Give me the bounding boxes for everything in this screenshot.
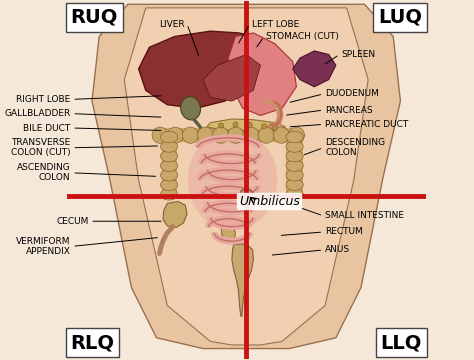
- Circle shape: [273, 126, 277, 131]
- Text: ANUS: ANUS: [325, 246, 350, 255]
- Text: LEFT LOBE: LEFT LOBE: [252, 19, 299, 28]
- Ellipse shape: [288, 127, 304, 143]
- Ellipse shape: [286, 189, 303, 200]
- Text: RUQ: RUQ: [71, 8, 118, 27]
- Ellipse shape: [161, 141, 178, 152]
- Ellipse shape: [161, 179, 178, 190]
- Ellipse shape: [161, 131, 178, 143]
- Polygon shape: [207, 119, 286, 132]
- Ellipse shape: [286, 150, 303, 162]
- Text: CECUM: CECUM: [56, 217, 89, 226]
- Polygon shape: [232, 244, 254, 316]
- Text: PANCREAS: PANCREAS: [325, 105, 373, 114]
- Text: RECTUM: RECTUM: [325, 228, 363, 237]
- Polygon shape: [286, 135, 303, 194]
- Text: SMALL INTESTINE: SMALL INTESTINE: [325, 211, 404, 220]
- Text: VERMIFORM
APPENDIX: VERMIFORM APPENDIX: [16, 237, 71, 256]
- Ellipse shape: [152, 127, 168, 143]
- Ellipse shape: [167, 127, 183, 143]
- Circle shape: [240, 189, 253, 202]
- Polygon shape: [203, 54, 261, 101]
- Ellipse shape: [286, 179, 303, 190]
- Ellipse shape: [286, 131, 303, 143]
- Ellipse shape: [161, 160, 178, 171]
- Text: RIGHT LOBE: RIGHT LOBE: [16, 95, 71, 104]
- Text: PANCREATIC DUCT: PANCREATIC DUCT: [325, 120, 408, 129]
- Ellipse shape: [198, 127, 214, 143]
- Polygon shape: [221, 225, 236, 241]
- Ellipse shape: [161, 170, 178, 181]
- Text: RLQ: RLQ: [71, 333, 115, 352]
- Polygon shape: [162, 135, 177, 194]
- Text: GALLBLADDER: GALLBLADDER: [4, 109, 71, 118]
- Text: SPLEEN: SPLEEN: [341, 50, 375, 59]
- Polygon shape: [228, 33, 296, 116]
- Ellipse shape: [161, 150, 178, 162]
- Polygon shape: [138, 31, 268, 108]
- Ellipse shape: [286, 170, 303, 181]
- Ellipse shape: [286, 141, 303, 152]
- Circle shape: [262, 124, 267, 129]
- Ellipse shape: [258, 127, 274, 143]
- Ellipse shape: [188, 130, 277, 230]
- Polygon shape: [124, 8, 368, 345]
- Ellipse shape: [273, 127, 289, 143]
- Circle shape: [233, 122, 238, 127]
- Text: LIVER: LIVER: [160, 19, 185, 28]
- Text: ASCENDING
COLON: ASCENDING COLON: [17, 163, 71, 182]
- Ellipse shape: [243, 127, 259, 143]
- Text: Umbilicus: Umbilicus: [239, 195, 300, 208]
- Polygon shape: [163, 202, 187, 227]
- Ellipse shape: [181, 97, 201, 120]
- Ellipse shape: [228, 127, 244, 143]
- Circle shape: [219, 123, 224, 128]
- Ellipse shape: [161, 189, 178, 200]
- Ellipse shape: [182, 127, 199, 143]
- Polygon shape: [92, 4, 401, 348]
- Text: LLQ: LLQ: [381, 333, 422, 352]
- Text: DUODENUM: DUODENUM: [325, 89, 379, 98]
- Text: STOMACH (CUT): STOMACH (CUT): [266, 32, 339, 41]
- Text: TRANSVERSE
COLON (CUT): TRANSVERSE COLON (CUT): [11, 138, 71, 157]
- Ellipse shape: [286, 160, 303, 171]
- Text: LUQ: LUQ: [378, 8, 422, 27]
- Text: DESCENDING
COLON: DESCENDING COLON: [325, 138, 385, 157]
- Ellipse shape: [213, 127, 229, 143]
- Circle shape: [247, 122, 252, 127]
- Polygon shape: [293, 51, 336, 87]
- Text: BILE DUCT: BILE DUCT: [23, 123, 71, 132]
- Polygon shape: [156, 128, 300, 142]
